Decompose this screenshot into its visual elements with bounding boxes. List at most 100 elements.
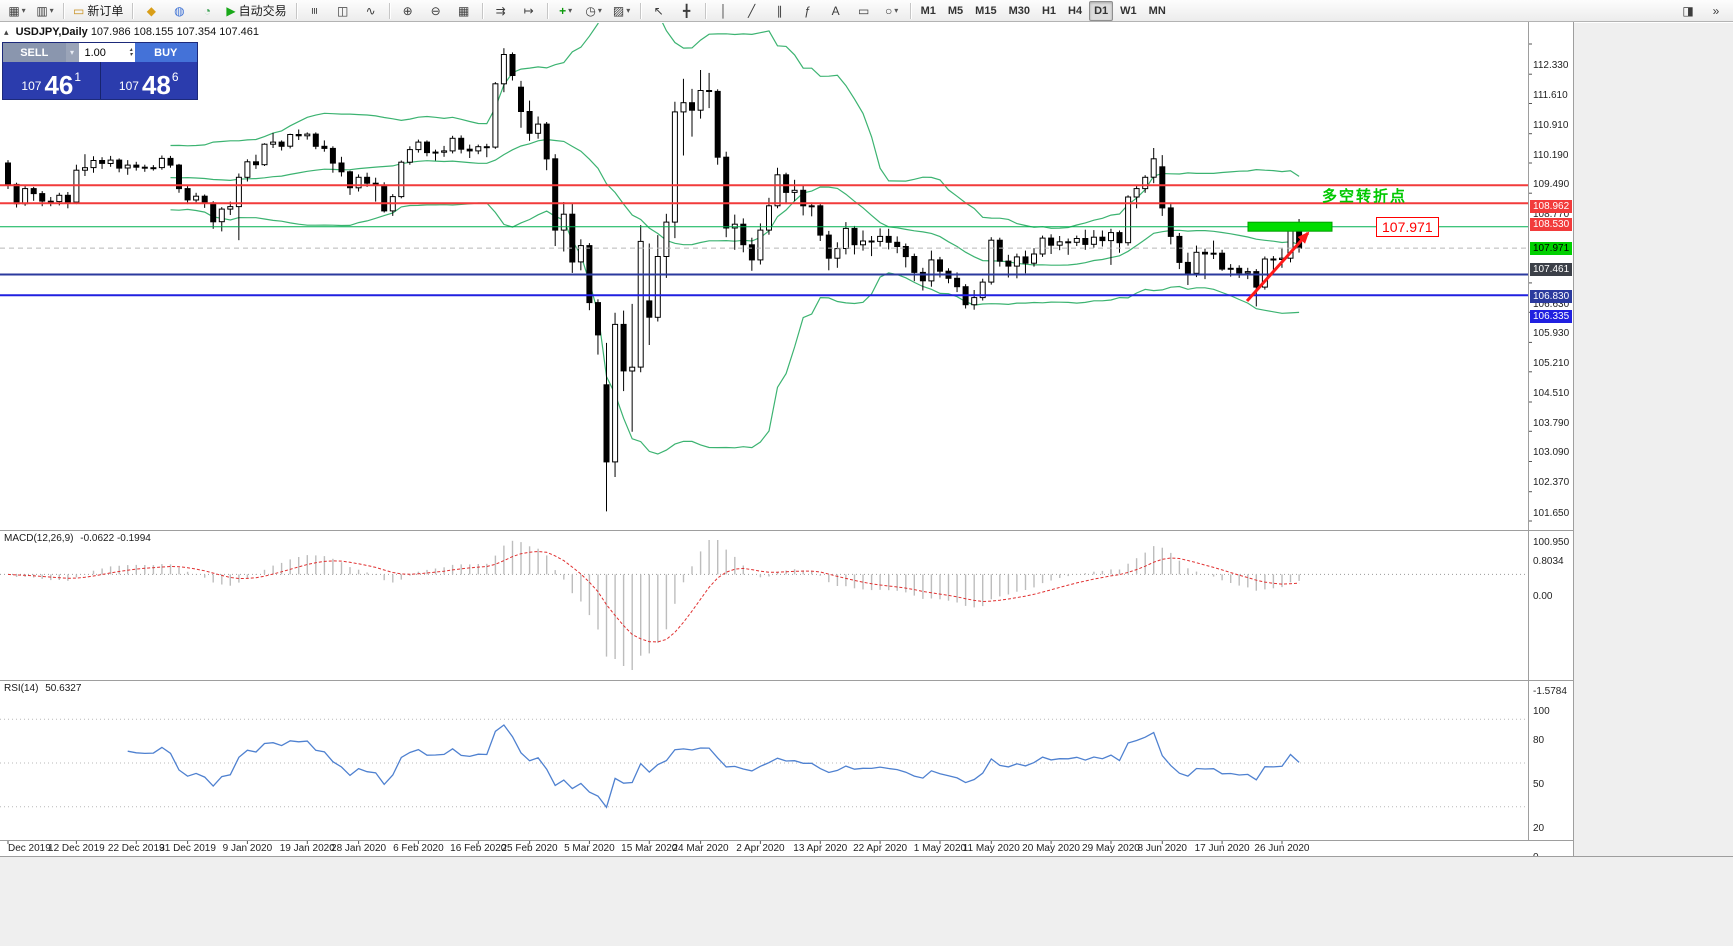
timeframe-h1-button[interactable]: H1 (1041, 4, 1057, 17)
cursor-button[interactable]: ↖ (646, 1, 672, 21)
candle-body (287, 134, 294, 147)
candle-body (475, 146, 482, 152)
shapes-tool[interactable]: ○ ▾ (879, 1, 905, 21)
panel-toggle-button[interactable]: ◨ (1675, 1, 1701, 21)
new-order-button[interactable]: ▭ 新订单 (69, 1, 127, 21)
zoom-in-icon: ⊕ (402, 3, 413, 18)
tile-windows-button[interactable]: ▦ (451, 1, 477, 21)
indicators-button[interactable]: + ▾ (553, 1, 579, 21)
one-click-toggle-icon[interactable]: ▴ (4, 27, 9, 37)
pivot-annotation[interactable]: 多空转折点 (1322, 188, 1408, 205)
chevron-down-icon: ▾ (626, 6, 631, 15)
candle-body (82, 167, 88, 171)
timeframe-d1-button[interactable]: D1 (1089, 0, 1114, 21)
timeframe-h4-button[interactable]: H4 (1068, 4, 1083, 17)
periods-button[interactable]: ◷ ▾ (581, 1, 607, 21)
ask-price[interactable]: 107 48 6 (101, 62, 198, 99)
candle-body (261, 143, 268, 166)
candle-body (1270, 258, 1277, 261)
rsi-subchart (0, 718, 1528, 809)
timeframe-mn-button[interactable]: MN (1148, 4, 1166, 17)
buy-button[interactable]: BUY (134, 43, 197, 62)
indicators-icon: + (559, 3, 567, 18)
new-order-button-label: 新订单 (87, 4, 124, 18)
toolbar-separator (132, 2, 134, 19)
volume-input[interactable]: 1.00 ▴ ▾ (78, 43, 135, 62)
candlestick-chart-icon: ◫ (336, 3, 349, 18)
price-badge: 108.530 (1530, 218, 1573, 232)
profiles-button[interactable]: ▥ ▾ (32, 1, 58, 21)
macd-label: MACD(12,26,9) -0.0622 -0.1994 (4, 533, 151, 544)
toolbar-overflow-button[interactable]: » (1703, 1, 1729, 21)
candle-body (834, 248, 841, 259)
chart-shift-button[interactable]: ↦ (516, 1, 542, 21)
candle-body (56, 194, 63, 203)
price-tick: 108.770 (1533, 209, 1570, 221)
price-tick: 112.330 (1533, 60, 1569, 71)
crosshair-button[interactable]: ╋ (674, 1, 700, 21)
candle-body (620, 323, 627, 372)
candle-body (1125, 196, 1132, 244)
macd-panel-separator[interactable] (0, 530, 1573, 531)
time-axis-label: 25 Feb 2020 (501, 843, 558, 854)
trend-arrow[interactable] (1245, 231, 1310, 303)
bid-price[interactable]: 107 46 1 (3, 62, 101, 99)
time-axis-label: 22 Dec 2019 (107, 843, 165, 854)
candle-body (1039, 237, 1046, 255)
chevron-down-icon: ▾ (129, 51, 133, 58)
auto-trading-button[interactable]: ▶ 自动交易 (222, 1, 290, 21)
timeframe-m15-button[interactable]: M15 (975, 4, 997, 17)
candlestick-chart-button[interactable]: ◫ (330, 1, 356, 21)
templates-button[interactable]: ▨ ▾ (609, 1, 635, 21)
macd-scale-max: 0.8034 (1533, 556, 1564, 567)
candle-body (560, 213, 567, 231)
price-scale[interactable]: 0.8034 0.00 -1.5784 112.330 111.610 110.91… (1530, 22, 1573, 863)
vertical-line-tool[interactable]: │ (711, 1, 737, 21)
timeframe-m1-button[interactable]: M1 (920, 4, 936, 17)
candle-body (774, 174, 781, 207)
timeframe-m5-button[interactable]: M5 (947, 4, 964, 17)
line-chart-button[interactable]: ∿ (358, 1, 384, 21)
time-axis-label: 12 Dec 2019 (48, 843, 105, 854)
label-tool[interactable]: ▭ (851, 1, 877, 21)
rsi-panel-separator[interactable] (0, 680, 1573, 681)
candle-body (355, 176, 362, 189)
order-type-dropdown[interactable]: ▾ (65, 43, 79, 62)
candle-body (637, 240, 644, 368)
new-chart-button[interactable]: ▦ ▾ (4, 1, 30, 21)
metaeditor-button[interactable]: ◆ (138, 1, 164, 21)
candle-body (766, 205, 772, 231)
timeframe-w1-button[interactable]: W1 (1120, 4, 1137, 17)
highlight-box[interactable] (1247, 221, 1333, 232)
macd-name: MACD(12,26,9) (4, 533, 74, 544)
terminal-button[interactable]: ◍ (166, 1, 192, 21)
candle-body (364, 176, 371, 184)
volume-spinner[interactable]: ▴ ▾ (129, 47, 133, 58)
timeframe-m30-button[interactable]: M30 (1008, 4, 1030, 17)
sell-button[interactable]: SELL (3, 43, 66, 62)
strategy-tester-button[interactable]: ◔ (194, 1, 220, 21)
time-axis-label: 20 May 2020 (1022, 843, 1081, 854)
candle-body (441, 150, 448, 153)
bar-chart-button[interactable]: ≡ (302, 1, 328, 21)
candle-body (1167, 207, 1174, 237)
candle-body (731, 223, 738, 229)
candle-body (979, 281, 986, 299)
fibonacci-tool[interactable]: ƒ (795, 1, 821, 21)
time-axis[interactable]: Dec 2019 12 Dec 2019 22 Dec 2019 31 Dec 201… (0, 842, 1528, 856)
zoom-out-button[interactable]: ⊖ (423, 1, 449, 21)
panel-toggle-icon: ◨ (1682, 3, 1694, 18)
zoom-in-button[interactable]: ⊕ (395, 1, 421, 21)
trendline-tool[interactable]: ╱ (739, 1, 765, 21)
candle-body (64, 194, 71, 203)
ask-main: 48 (141, 70, 171, 100)
text-tool[interactable]: A (823, 1, 849, 21)
auto-scroll-button[interactable]: ⇉ (488, 1, 514, 21)
channel-tool[interactable]: ∥ (767, 1, 793, 21)
axis-separator (0, 840, 1573, 841)
price-tag-label[interactable]: 107.971 (1376, 217, 1439, 237)
candle-body (158, 157, 165, 169)
rsi-value: 50.6327 (45, 683, 82, 694)
periods-icon: ◷ (585, 3, 596, 18)
